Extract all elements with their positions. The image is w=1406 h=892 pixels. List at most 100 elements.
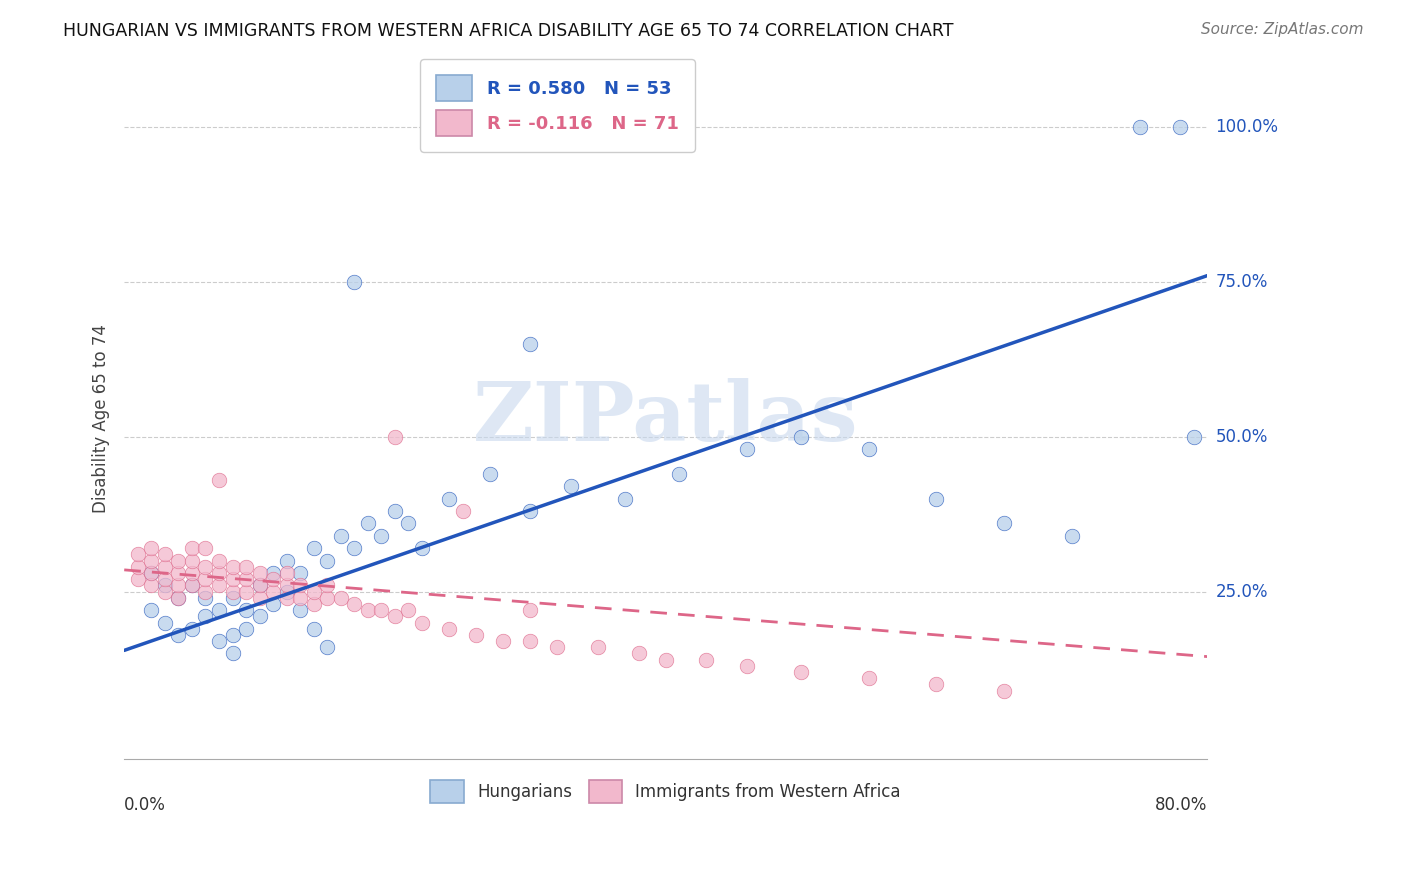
Point <box>384 430 406 444</box>
Text: Source: ZipAtlas.com: Source: ZipAtlas.com <box>1201 22 1364 37</box>
Text: 0.0%: 0.0% <box>124 797 166 814</box>
Point <box>221 559 243 574</box>
Point <box>437 491 460 506</box>
Point <box>384 504 406 518</box>
Point <box>127 559 149 574</box>
Point <box>167 578 190 592</box>
Point <box>735 658 758 673</box>
Point <box>249 578 271 592</box>
Point <box>290 566 312 580</box>
Point <box>316 553 339 567</box>
Point <box>478 467 501 481</box>
Text: ZIPatlas: ZIPatlas <box>472 378 859 458</box>
Point <box>384 609 406 624</box>
Point <box>208 603 231 617</box>
Point <box>925 677 948 691</box>
Point <box>127 548 149 562</box>
Point <box>329 529 352 543</box>
Point <box>398 516 420 531</box>
Point <box>329 591 352 605</box>
Point <box>316 591 339 605</box>
Point <box>221 591 243 605</box>
Point <box>180 566 202 580</box>
Point <box>735 442 758 456</box>
Point <box>695 653 717 667</box>
Point <box>560 479 582 493</box>
Point <box>343 275 366 289</box>
Point <box>262 566 284 580</box>
Point <box>614 491 637 506</box>
Point <box>302 584 325 599</box>
Point <box>141 566 163 580</box>
Point <box>235 584 257 599</box>
Point <box>221 572 243 586</box>
Point <box>451 504 474 518</box>
Point <box>141 578 163 592</box>
Point <box>858 671 880 685</box>
Point <box>290 578 312 592</box>
Point <box>492 634 515 648</box>
Point <box>208 634 231 648</box>
Point <box>127 572 149 586</box>
Point <box>221 628 243 642</box>
Text: HUNGARIAN VS IMMIGRANTS FROM WESTERN AFRICA DISABILITY AGE 65 TO 74 CORRELATION : HUNGARIAN VS IMMIGRANTS FROM WESTERN AFR… <box>63 22 953 40</box>
Point <box>654 653 676 667</box>
Point <box>290 591 312 605</box>
Point <box>1128 120 1150 134</box>
Point <box>249 609 271 624</box>
Point <box>194 609 217 624</box>
Point <box>167 566 190 580</box>
Point <box>343 597 366 611</box>
Text: 25.0%: 25.0% <box>1216 582 1268 600</box>
Point <box>167 591 190 605</box>
Point <box>194 591 217 605</box>
Point <box>235 603 257 617</box>
Point <box>262 584 284 599</box>
Point <box>546 640 568 655</box>
Point <box>343 541 366 556</box>
Point <box>153 578 176 592</box>
Point <box>302 541 325 556</box>
Point <box>235 572 257 586</box>
Point <box>141 603 163 617</box>
Point <box>519 504 541 518</box>
Point <box>180 578 202 592</box>
Point <box>411 541 433 556</box>
Point <box>1168 120 1191 134</box>
Point <box>993 683 1015 698</box>
Point <box>141 553 163 567</box>
Point <box>276 584 298 599</box>
Point <box>519 634 541 648</box>
Point <box>167 628 190 642</box>
Point <box>235 622 257 636</box>
Point <box>180 578 202 592</box>
Point <box>262 572 284 586</box>
Point <box>370 603 392 617</box>
Point <box>357 516 380 531</box>
Text: 80.0%: 80.0% <box>1154 797 1208 814</box>
Point <box>276 578 298 592</box>
Point <box>153 615 176 630</box>
Legend: Hungarians, Immigrants from Western Africa: Hungarians, Immigrants from Western Afri… <box>422 772 910 812</box>
Point <box>249 566 271 580</box>
Point <box>370 529 392 543</box>
Text: 75.0%: 75.0% <box>1216 273 1268 291</box>
Point <box>167 553 190 567</box>
Point <box>153 572 176 586</box>
Point <box>194 559 217 574</box>
Point <box>411 615 433 630</box>
Point <box>262 597 284 611</box>
Point <box>208 578 231 592</box>
Point <box>925 491 948 506</box>
Point <box>180 622 202 636</box>
Point <box>302 622 325 636</box>
Point <box>790 665 813 679</box>
Point <box>194 584 217 599</box>
Text: 50.0%: 50.0% <box>1216 427 1268 446</box>
Point <box>153 548 176 562</box>
Point <box>141 566 163 580</box>
Point <box>1060 529 1083 543</box>
Point <box>316 578 339 592</box>
Y-axis label: Disability Age 65 to 74: Disability Age 65 to 74 <box>93 324 110 513</box>
Point <box>221 584 243 599</box>
